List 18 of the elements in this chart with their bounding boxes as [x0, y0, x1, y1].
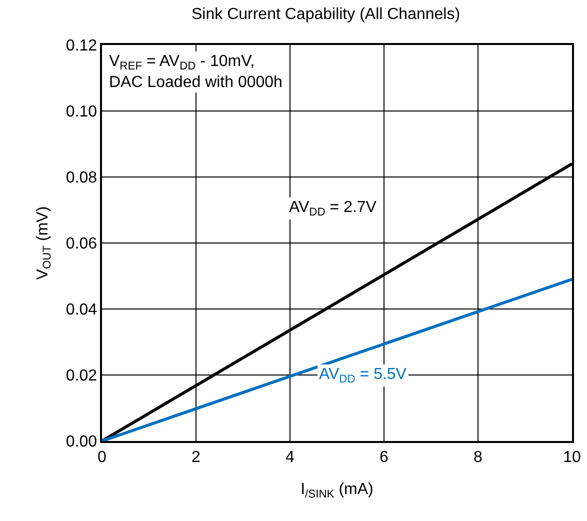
y-tick-label: 0.00: [66, 434, 98, 451]
text: AV$_{DD}$ = 2.7V: [289, 199, 377, 218]
x-axis-title: I$_{/SINK}$ (mA): [300, 481, 374, 501]
y-tick-label: 0.02: [66, 368, 98, 385]
y-tick-label: 0.10: [66, 104, 98, 121]
x-tick-label: 4: [286, 448, 295, 466]
x-tick-label: 2: [192, 448, 201, 466]
series-label: AV$_{DD}$ = 5.5V: [319, 366, 407, 386]
x-tick-label: 0: [98, 448, 107, 466]
y-tick-label: 0.12: [66, 38, 98, 55]
y-tick-label: 0.04: [66, 302, 98, 319]
x-tick-label: 6: [380, 448, 389, 466]
annotation: V$_{REF}$ = AV$_{DD}$ - 10mV, DAC Loaded with 0000h: [109, 53, 282, 91]
y-tick-label: 0.08: [66, 170, 98, 187]
y-tick-label: 0.06: [66, 236, 98, 253]
chart-title: Sink Current Capability (All Channels): [192, 6, 460, 24]
x-tick-label: 10: [563, 448, 581, 466]
x-tick-label: 8: [474, 448, 483, 466]
